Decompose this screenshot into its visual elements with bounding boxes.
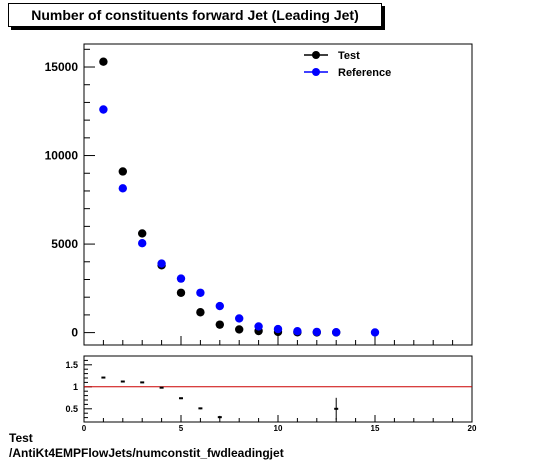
ratio-axes: 0.5 1 1.5 0 5 10 15 20 xyxy=(65,360,477,433)
test-point xyxy=(99,57,108,66)
ratio-point xyxy=(120,380,125,383)
y-tick-label: 5000 xyxy=(51,237,78,251)
ratio-y-tick-label: 1 xyxy=(73,382,78,392)
ratio-x-tick-label: 0 xyxy=(82,424,87,433)
ratio-point xyxy=(198,407,203,410)
main-plot-frame xyxy=(83,43,473,346)
legend-reference-label: Reference xyxy=(338,67,391,79)
footer-dataset-label: Test xyxy=(9,431,33,445)
test-point xyxy=(215,320,224,329)
reference-point xyxy=(176,274,186,283)
ratio-x-tick-label: 10 xyxy=(274,424,283,433)
reference-point xyxy=(332,328,341,337)
legend-test-marker xyxy=(312,51,320,59)
ratio-point xyxy=(217,416,222,419)
reference-point xyxy=(370,328,380,337)
ratio-y-tick-label: 0.5 xyxy=(65,404,78,414)
ratio-marks xyxy=(84,376,472,420)
ratio-y-tick-label: 1.5 xyxy=(65,360,78,370)
reference-point xyxy=(99,105,108,114)
reference-point xyxy=(312,327,321,337)
reference-point xyxy=(293,326,302,336)
reference-point xyxy=(215,301,224,311)
test-point xyxy=(176,288,186,297)
ratio-x-tick-label: 5 xyxy=(179,424,184,433)
chart-title: Number of constituents forward Jet (Lead… xyxy=(8,3,382,27)
footer-histogram-path: /AntiKt4EMPFlowJets/numconstit_fwdleadin… xyxy=(9,446,284,460)
test-point xyxy=(118,167,128,176)
reference-point xyxy=(118,184,128,193)
ratio-point xyxy=(179,397,183,400)
ratio-plot-frame xyxy=(83,355,473,423)
main-marks xyxy=(99,57,380,337)
test-point xyxy=(138,229,147,238)
reference-point xyxy=(196,288,205,297)
y-tick-label: 0 xyxy=(71,326,78,340)
reference-point xyxy=(273,324,283,334)
legend-reference-marker xyxy=(312,68,320,76)
y-tick-label: 10000 xyxy=(45,149,79,163)
legend: Test Reference xyxy=(304,50,391,79)
main-axes: 0 5000 10000 15000 xyxy=(45,48,473,345)
reference-point xyxy=(254,322,263,331)
reference-point xyxy=(138,238,147,248)
ratio-point xyxy=(101,376,106,379)
legend-test-label: Test xyxy=(338,50,360,62)
y-tick-label: 15000 xyxy=(45,60,79,74)
ratio-x-tick-label: 15 xyxy=(371,424,380,433)
ratio-point xyxy=(159,386,164,389)
ratio-point xyxy=(334,407,339,410)
test-point xyxy=(196,308,205,317)
ratio-x-tick-label: 20 xyxy=(468,424,477,433)
reference-point xyxy=(157,259,166,268)
ratio-point xyxy=(140,381,145,384)
test-point xyxy=(235,325,244,334)
reference-point xyxy=(235,314,244,323)
